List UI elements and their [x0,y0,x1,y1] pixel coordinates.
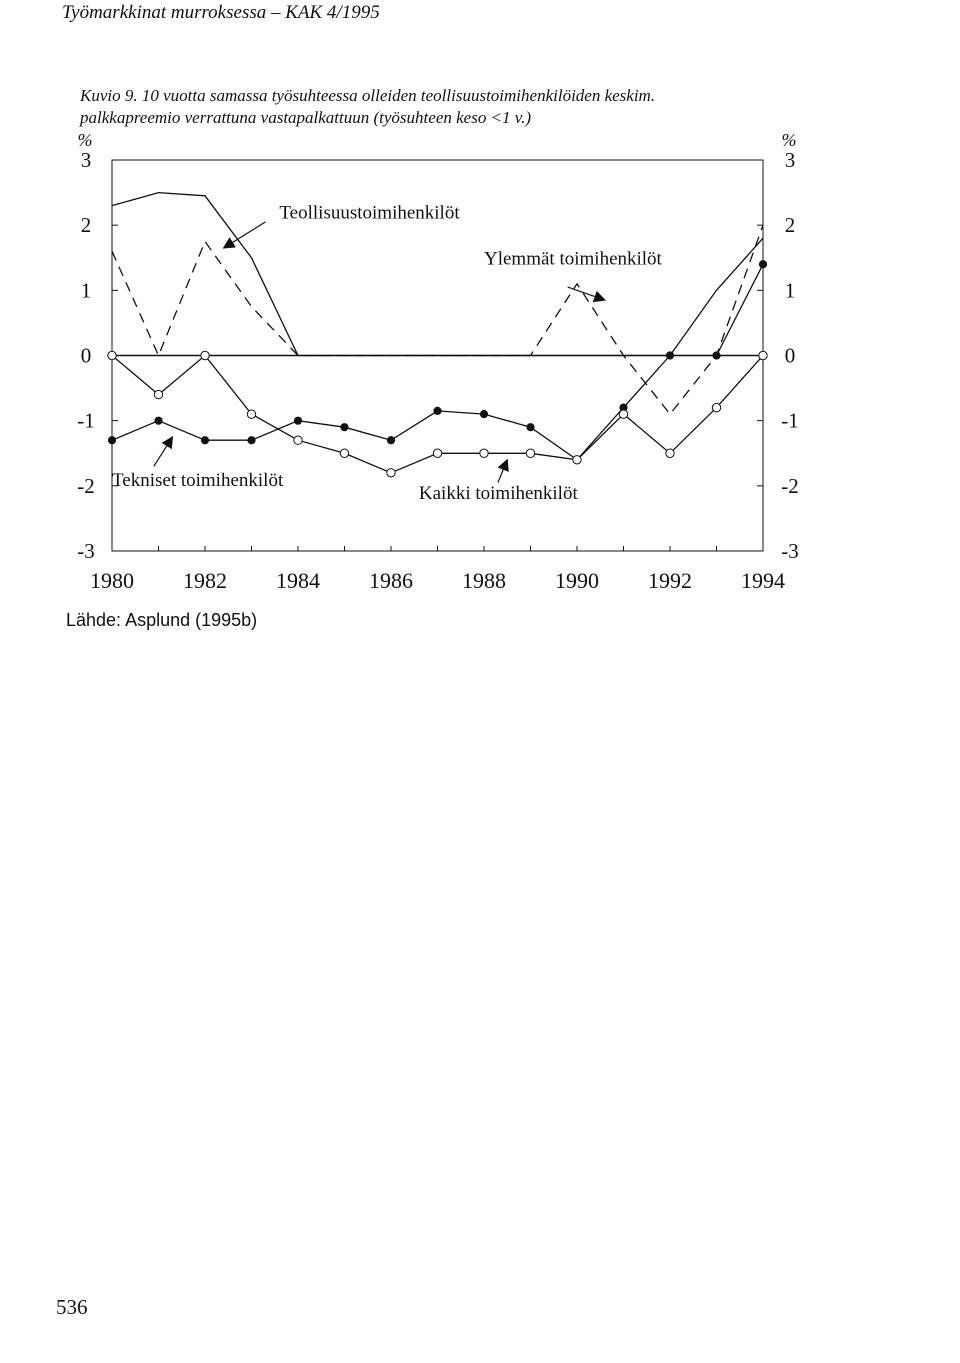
data-point-series-4 [618,409,629,419]
annotation-arrow [153,435,174,467]
data-point-series-3 [154,416,163,425]
data-point-series-4 [107,350,117,361]
data-point-series-4 [758,350,768,361]
x-tick-label: 1994 [741,568,785,593]
data-point-series-4 [572,455,582,465]
series-label-annotation: Teollisuustoimihenkilöt [279,203,460,224]
series-label-annotation: Tekniset toimihenkilöt [112,470,284,491]
data-point-series-3 [665,351,675,360]
y-tick-label-left: -1 [77,409,95,433]
x-tick-label: 1990 [555,568,599,593]
data-point-series-4 [293,435,303,445]
y-tick-label-left: 3 [81,148,92,172]
series-label-annotation: Kaikki toimihenkilöt [419,483,579,504]
annotation-arrow [497,458,509,483]
y-tick-label-right: 1 [785,278,796,302]
x-tick-label: 1984 [276,568,320,593]
data-point-series-4 [153,389,164,400]
annotation-arrow [567,286,607,303]
y-tick-label-left: 1 [81,278,92,302]
data-point-series-4 [432,448,443,458]
figure-caption: Kuvio 9. 10 vuotta samassa työsuhteessa … [80,85,840,129]
data-point-series-4 [386,468,396,478]
data-point-series-4 [479,448,489,458]
y-axis-unit-right: % [782,130,797,150]
line-chart: -3 -3 -2 -2 -1 -1 0 0 1 1 2 2 3 3% % 1980 1982 1984 1986 19… [77,130,799,593]
y-tick-label-left: -3 [77,539,95,563]
annotation-arrow [222,221,266,249]
y-tick-label-left: 2 [81,213,92,237]
series-line-2 [111,224,764,416]
figure-caption-line-1: Kuvio 9. 10 vuotta samassa työsuhteessa … [80,86,656,105]
y-tick-label-right: 0 [785,344,796,368]
data-point-series-3 [758,260,768,269]
y-tick-label-right: 2 [785,213,796,237]
x-tick-label: 1992 [648,568,692,593]
running-title: Työmarkkinat murroksessa – KAK 4/1995 [62,2,380,23]
data-point-series-3 [200,436,210,445]
x-tick-label: 1982 [183,568,227,593]
x-tick-label: 1988 [462,568,506,593]
data-point-series-3 [433,406,442,415]
data-point-series-3 [293,416,303,425]
data-point-series-3 [386,436,396,445]
source-note: Lähde: Asplund (1995b) [66,610,258,630]
y-tick-label-right: -1 [781,409,799,433]
data-point-series-4 [525,448,536,458]
y-axis-unit-left: % [78,130,93,150]
data-point-series-3 [479,410,489,419]
y-tick-label-left: 0 [81,344,92,368]
page-number: 536 [56,1295,88,1319]
data-point-series-4 [665,448,675,458]
figure-caption-line-2: palkkapreemio verrattuna vastapalkattuun… [80,108,531,127]
x-tick-label: 1986 [369,568,413,593]
data-point-series-3 [526,423,535,432]
data-point-series-4 [246,409,257,419]
data-point-series-4 [711,402,722,413]
data-point-series-4 [200,350,210,361]
y-tick-label-right: -2 [781,474,799,498]
y-tick-label-right: -3 [781,539,799,563]
y-tick-label-right: 3 [785,148,796,172]
y-tick-label-left: -2 [77,474,95,498]
x-tick-label: 1980 [90,568,134,593]
series-label-annotation: Ylemmät toimihenkilöt [484,248,663,269]
data-point-series-3 [247,436,256,445]
series-line-1 [111,191,764,357]
data-point-series-4 [339,448,350,458]
data-point-series-3 [712,351,721,360]
data-point-series-3 [107,436,117,445]
data-point-series-3 [340,423,349,432]
